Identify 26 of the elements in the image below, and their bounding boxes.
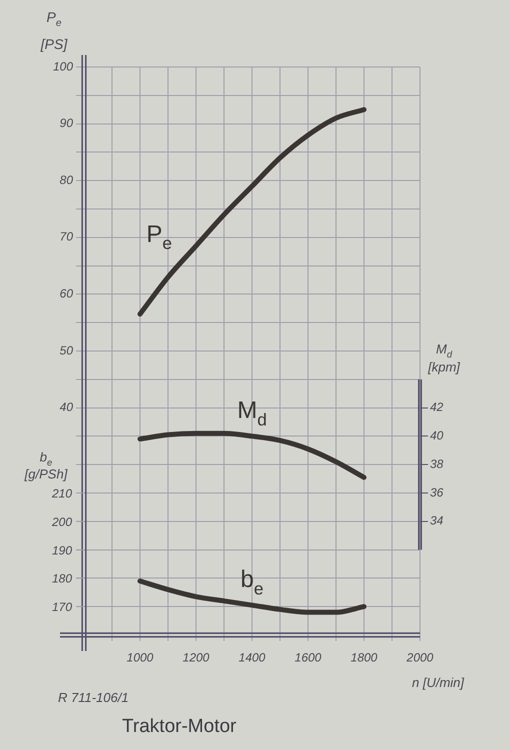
y-tick-label: 100	[52, 59, 74, 74]
y3-tick-label: 180	[52, 572, 72, 586]
y2-tick-label: 42	[430, 400, 444, 414]
x-tick-label: 1800	[350, 650, 378, 665]
y-tick-label: 60	[60, 286, 74, 301]
x-axis-title: n [U/min]	[412, 675, 464, 690]
y-tick-label: 80	[60, 172, 74, 187]
y-tick-label: 50	[60, 343, 74, 358]
text: Traktor-Motor	[122, 716, 238, 737]
y-tick-label: 70	[60, 230, 74, 244]
y2-tick-label: 34	[430, 514, 444, 528]
x-tick-label: 1200	[182, 650, 210, 665]
y3-tick-label: 190	[52, 543, 72, 558]
x-tick-label: 1600	[294, 650, 322, 665]
text: R 711-106/1	[58, 690, 129, 705]
x-tick-label: 1000	[126, 650, 154, 665]
y-tick-label: 90	[60, 116, 74, 130]
y3-tick-label: 210	[50, 486, 72, 500]
x-tick-label: 2000	[406, 650, 434, 665]
x-tick-label: 1400	[238, 650, 266, 665]
y2-tick-label: 38	[430, 456, 444, 471]
y3-tick-label: 170	[52, 600, 72, 614]
y3-tick-label: 200	[50, 514, 72, 529]
y2-tick-label: 36	[430, 485, 444, 500]
y2-tick-label: 40	[430, 428, 444, 443]
y-tick-label: 40	[60, 400, 74, 414]
